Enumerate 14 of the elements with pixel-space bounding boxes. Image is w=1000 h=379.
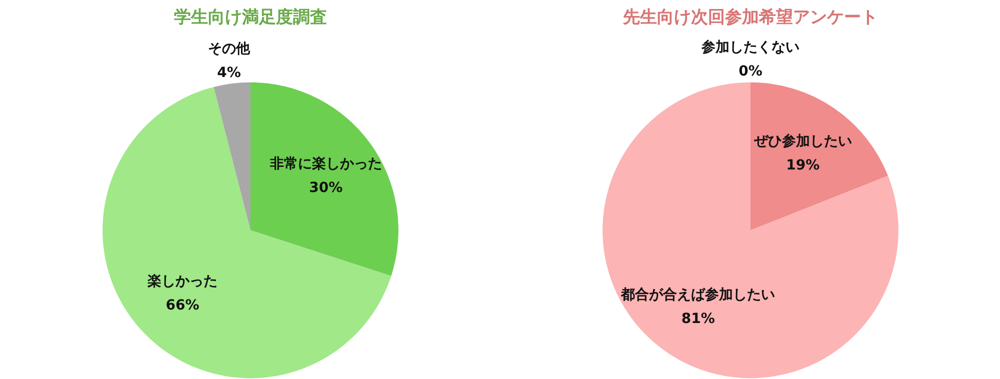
slice-label: 都合が合えば参加したい [620, 286, 776, 303]
chart-title: 学生向け満足度調査 [174, 8, 327, 28]
data-label: 30% [309, 180, 343, 196]
slice-label: その他 [208, 41, 251, 58]
data-label: 4% [217, 65, 241, 82]
slice-label: 楽しかった [146, 274, 218, 290]
slice-label: 非常に楽しかった [268, 156, 382, 172]
chart-title: 先生向け次回参加希望アンケート [622, 8, 878, 28]
data-label: 66% [166, 298, 200, 314]
slice-label: ぜひ参加したい [752, 132, 852, 150]
data-label: 19% [786, 158, 820, 174]
data-label: 81% [681, 310, 715, 327]
text: 0% [738, 64, 762, 80]
category-label: 参加したくない [702, 40, 800, 56]
